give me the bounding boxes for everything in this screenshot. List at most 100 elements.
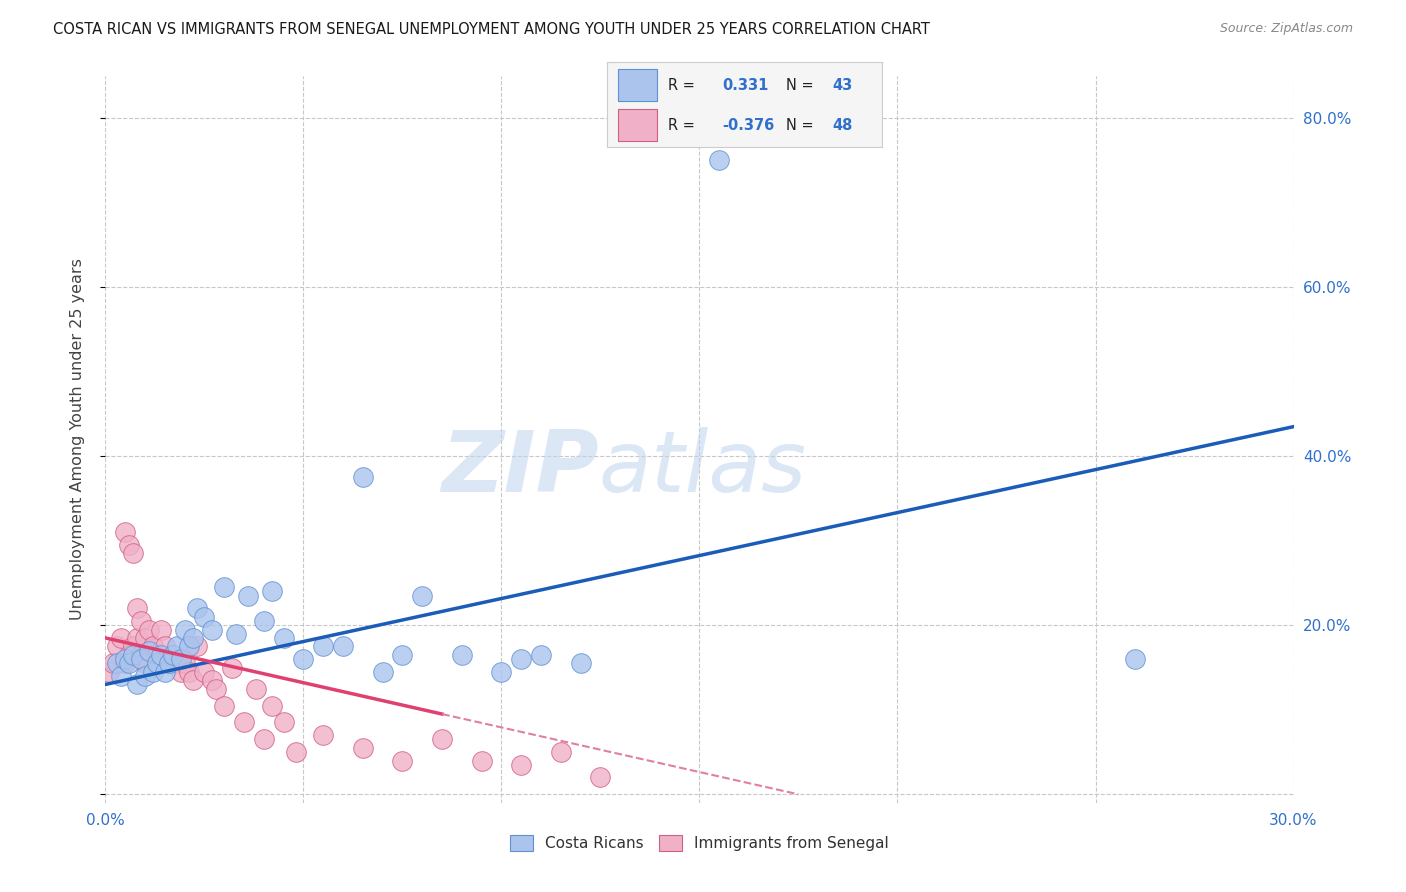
Point [177,640,200,654]
Point [201,673,224,688]
Point [1123,652,1146,666]
Point [530,648,553,662]
Text: N =: N = [786,78,818,93]
Text: N =: N = [786,118,818,133]
Text: R =: R = [668,118,699,133]
Point [186,601,208,615]
Point [411,589,433,603]
Point [134,631,156,645]
Point [510,652,533,666]
Point [253,732,276,747]
Point [550,745,572,759]
Point [253,614,276,628]
Point [284,745,307,759]
Point [236,589,259,603]
Point [129,648,152,662]
Point [201,623,224,637]
Point [162,648,184,662]
Text: -0.376: -0.376 [723,118,775,133]
Y-axis label: Unemployment Among Youth under 25 years: Unemployment Among Youth under 25 years [70,259,84,620]
Text: 48: 48 [832,118,852,133]
Point [205,681,228,696]
Point [273,715,295,730]
Point [181,673,204,688]
Point [122,648,145,662]
Point [118,657,141,671]
Point [312,640,335,654]
Point [170,665,193,679]
Point [569,657,592,671]
Text: R =: R = [668,78,699,93]
Point [127,677,149,691]
Point [352,740,374,755]
Point [149,648,172,662]
Legend: Costa Ricans, Immigrants from Senegal: Costa Ricans, Immigrants from Senegal [503,829,896,857]
Point [153,665,176,679]
Point [166,640,188,654]
Point [134,657,156,671]
Point [430,732,453,747]
Point [166,657,188,671]
Text: 43: 43 [832,78,852,93]
Point [245,681,267,696]
Point [138,643,160,657]
Point [129,652,152,666]
Point [114,525,136,540]
Point [127,631,149,645]
Point [491,665,513,679]
Point [471,754,494,768]
Point [142,640,165,654]
Point [129,614,152,628]
Point [110,631,132,645]
Point [709,153,731,168]
Point [98,665,121,679]
Point [138,623,160,637]
Point [332,640,354,654]
Point [391,754,413,768]
Point [260,698,283,713]
Point [193,610,215,624]
Point [146,657,169,671]
Point [118,538,141,552]
Point [214,580,236,594]
Point [114,652,136,666]
Point [233,715,256,730]
Point [260,584,283,599]
Point [134,669,156,683]
Text: Source: ZipAtlas.com: Source: ZipAtlas.com [1219,22,1353,36]
Point [186,640,208,654]
Point [118,648,141,662]
Point [122,640,145,654]
Point [162,648,184,662]
Point [181,631,204,645]
Point [173,623,195,637]
FancyBboxPatch shape [619,70,657,102]
Point [193,665,215,679]
Point [103,657,125,671]
Point [105,640,128,654]
Point [170,652,193,666]
Point [589,771,612,785]
Point [371,665,394,679]
Point [221,660,243,674]
Point [391,648,413,662]
Point [142,665,165,679]
Point [110,669,132,683]
Point [127,601,149,615]
Text: COSTA RICAN VS IMMIGRANTS FROM SENEGAL UNEMPLOYMENT AMONG YOUTH UNDER 25 YEARS C: COSTA RICAN VS IMMIGRANTS FROM SENEGAL U… [53,22,931,37]
Point [146,648,169,662]
FancyBboxPatch shape [619,109,657,141]
Point [214,698,236,713]
Point [510,757,533,772]
Point [352,470,374,484]
Point [149,623,172,637]
Point [312,728,335,742]
Point [114,657,136,671]
Text: atlas: atlas [599,427,807,510]
Point [153,640,176,654]
Point [105,657,128,671]
Point [450,648,472,662]
Point [122,546,145,560]
Text: ZIP: ZIP [441,427,599,510]
Point [292,652,315,666]
